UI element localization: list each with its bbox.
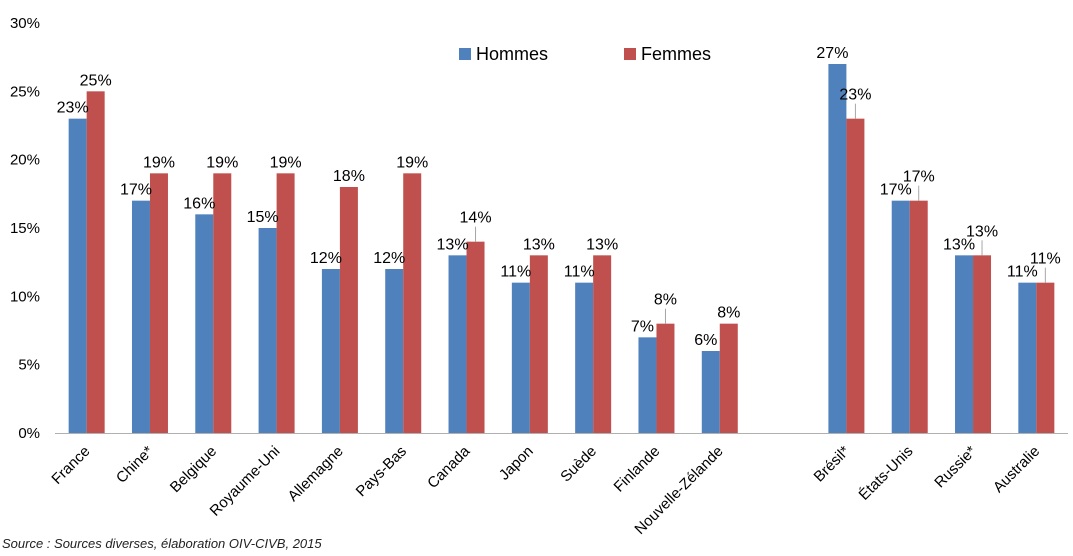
x-category-label: Canada <box>424 442 474 492</box>
bar-hommes <box>448 255 467 433</box>
bar-femmes <box>529 255 548 433</box>
bar-femmes <box>846 118 865 434</box>
x-category-label: États-Unis <box>856 443 917 504</box>
data-label: 25% <box>80 72 112 89</box>
data-label: 17% <box>903 169 935 186</box>
data-label: 19% <box>396 154 428 171</box>
bar-femmes <box>86 91 105 433</box>
data-label: 23% <box>57 100 89 117</box>
data-label: 13% <box>966 223 998 240</box>
bar-femmes <box>466 241 485 433</box>
bar-hommes <box>701 351 720 433</box>
legend-label: Femmes <box>641 44 711 64</box>
bar-hommes <box>68 118 87 434</box>
data-label: 13% <box>943 236 975 253</box>
data-label: 12% <box>310 250 342 267</box>
y-tick-label: 10% <box>10 288 40 305</box>
bar-femmes <box>593 255 612 433</box>
data-label: 11% <box>564 264 595 281</box>
data-label: 14% <box>460 210 492 227</box>
bar-femmes <box>213 173 232 434</box>
x-category-label: Brésil* <box>811 443 854 486</box>
x-category-label: Australie <box>990 443 1043 496</box>
data-label: 8% <box>717 305 740 322</box>
data-label: 8% <box>654 292 677 309</box>
bar-femmes <box>1036 282 1055 433</box>
bar-hommes <box>511 282 530 433</box>
bar-hommes <box>891 200 910 433</box>
y-tick-label: 5% <box>18 357 40 374</box>
data-label: 19% <box>270 154 302 171</box>
data-label: 13% <box>523 236 555 253</box>
x-category-label: Pays-Bas <box>353 443 410 500</box>
bar-femmes <box>973 255 992 433</box>
x-category-label: Allemagne <box>285 443 347 505</box>
legend-label: Hommes <box>476 44 548 64</box>
data-label: 11% <box>1030 251 1061 268</box>
data-label: 18% <box>333 168 365 185</box>
bar-hommes <box>955 255 974 433</box>
source-note: Source : Sources diverses, élaboration O… <box>2 536 322 551</box>
bar-hommes <box>828 64 847 433</box>
y-tick-label: 20% <box>10 152 40 169</box>
data-label: 7% <box>631 318 654 335</box>
x-category-label: Belgique <box>167 443 220 496</box>
data-label: 19% <box>206 154 238 171</box>
bar-hommes <box>638 337 657 433</box>
data-label: 16% <box>183 195 215 212</box>
y-tick-label: 25% <box>10 83 40 100</box>
bar-hommes <box>258 228 277 433</box>
bar-femmes <box>339 187 358 433</box>
legend: Hommes Femmes <box>459 44 711 64</box>
bar-femmes <box>276 173 295 434</box>
bar-femmes <box>909 200 928 433</box>
data-label: 13% <box>437 236 469 253</box>
bar-femmes <box>656 323 675 433</box>
x-category-label: Russie* <box>931 443 980 492</box>
data-label: 11% <box>1007 264 1038 281</box>
x-category-label: Japon <box>496 443 537 484</box>
y-tick-label: 30% <box>10 15 40 32</box>
data-label: 13% <box>586 236 618 253</box>
x-category-label: France <box>48 443 93 488</box>
bar-hommes <box>131 200 150 433</box>
legend-swatch <box>459 48 471 60</box>
legend-swatch <box>624 48 636 60</box>
x-category-label: Suède <box>557 443 600 486</box>
data-label: 23% <box>839 87 871 104</box>
x-category-label: Chine* <box>113 443 157 487</box>
data-labels: 23%25%17%19%16%19%15%19%12%18%12%19%13%1… <box>57 45 1061 349</box>
bar-hommes <box>1018 282 1037 433</box>
bar-femmes <box>719 323 738 433</box>
y-axis: 0% 5% 10% 15% 20% 25% 30% <box>10 15 1068 442</box>
y-tick-label: 15% <box>10 220 40 237</box>
bar-hommes <box>575 282 594 433</box>
data-label: 6% <box>694 332 717 349</box>
bar-hommes <box>321 269 340 433</box>
bar-femmes <box>403 173 422 434</box>
data-label: 19% <box>143 154 175 171</box>
bars <box>68 64 1055 434</box>
data-label: 12% <box>373 250 405 267</box>
data-label: 27% <box>816 45 848 62</box>
data-label: 17% <box>880 182 912 199</box>
data-label: 11% <box>500 264 531 281</box>
bar-femmes <box>149 173 168 434</box>
y-tick-label: 0% <box>18 425 40 442</box>
x-category-label: Finlande <box>611 443 664 496</box>
data-label: 17% <box>120 182 152 199</box>
data-label: 15% <box>247 209 279 226</box>
bar-hommes <box>385 269 404 433</box>
bar-hommes <box>195 214 214 433</box>
